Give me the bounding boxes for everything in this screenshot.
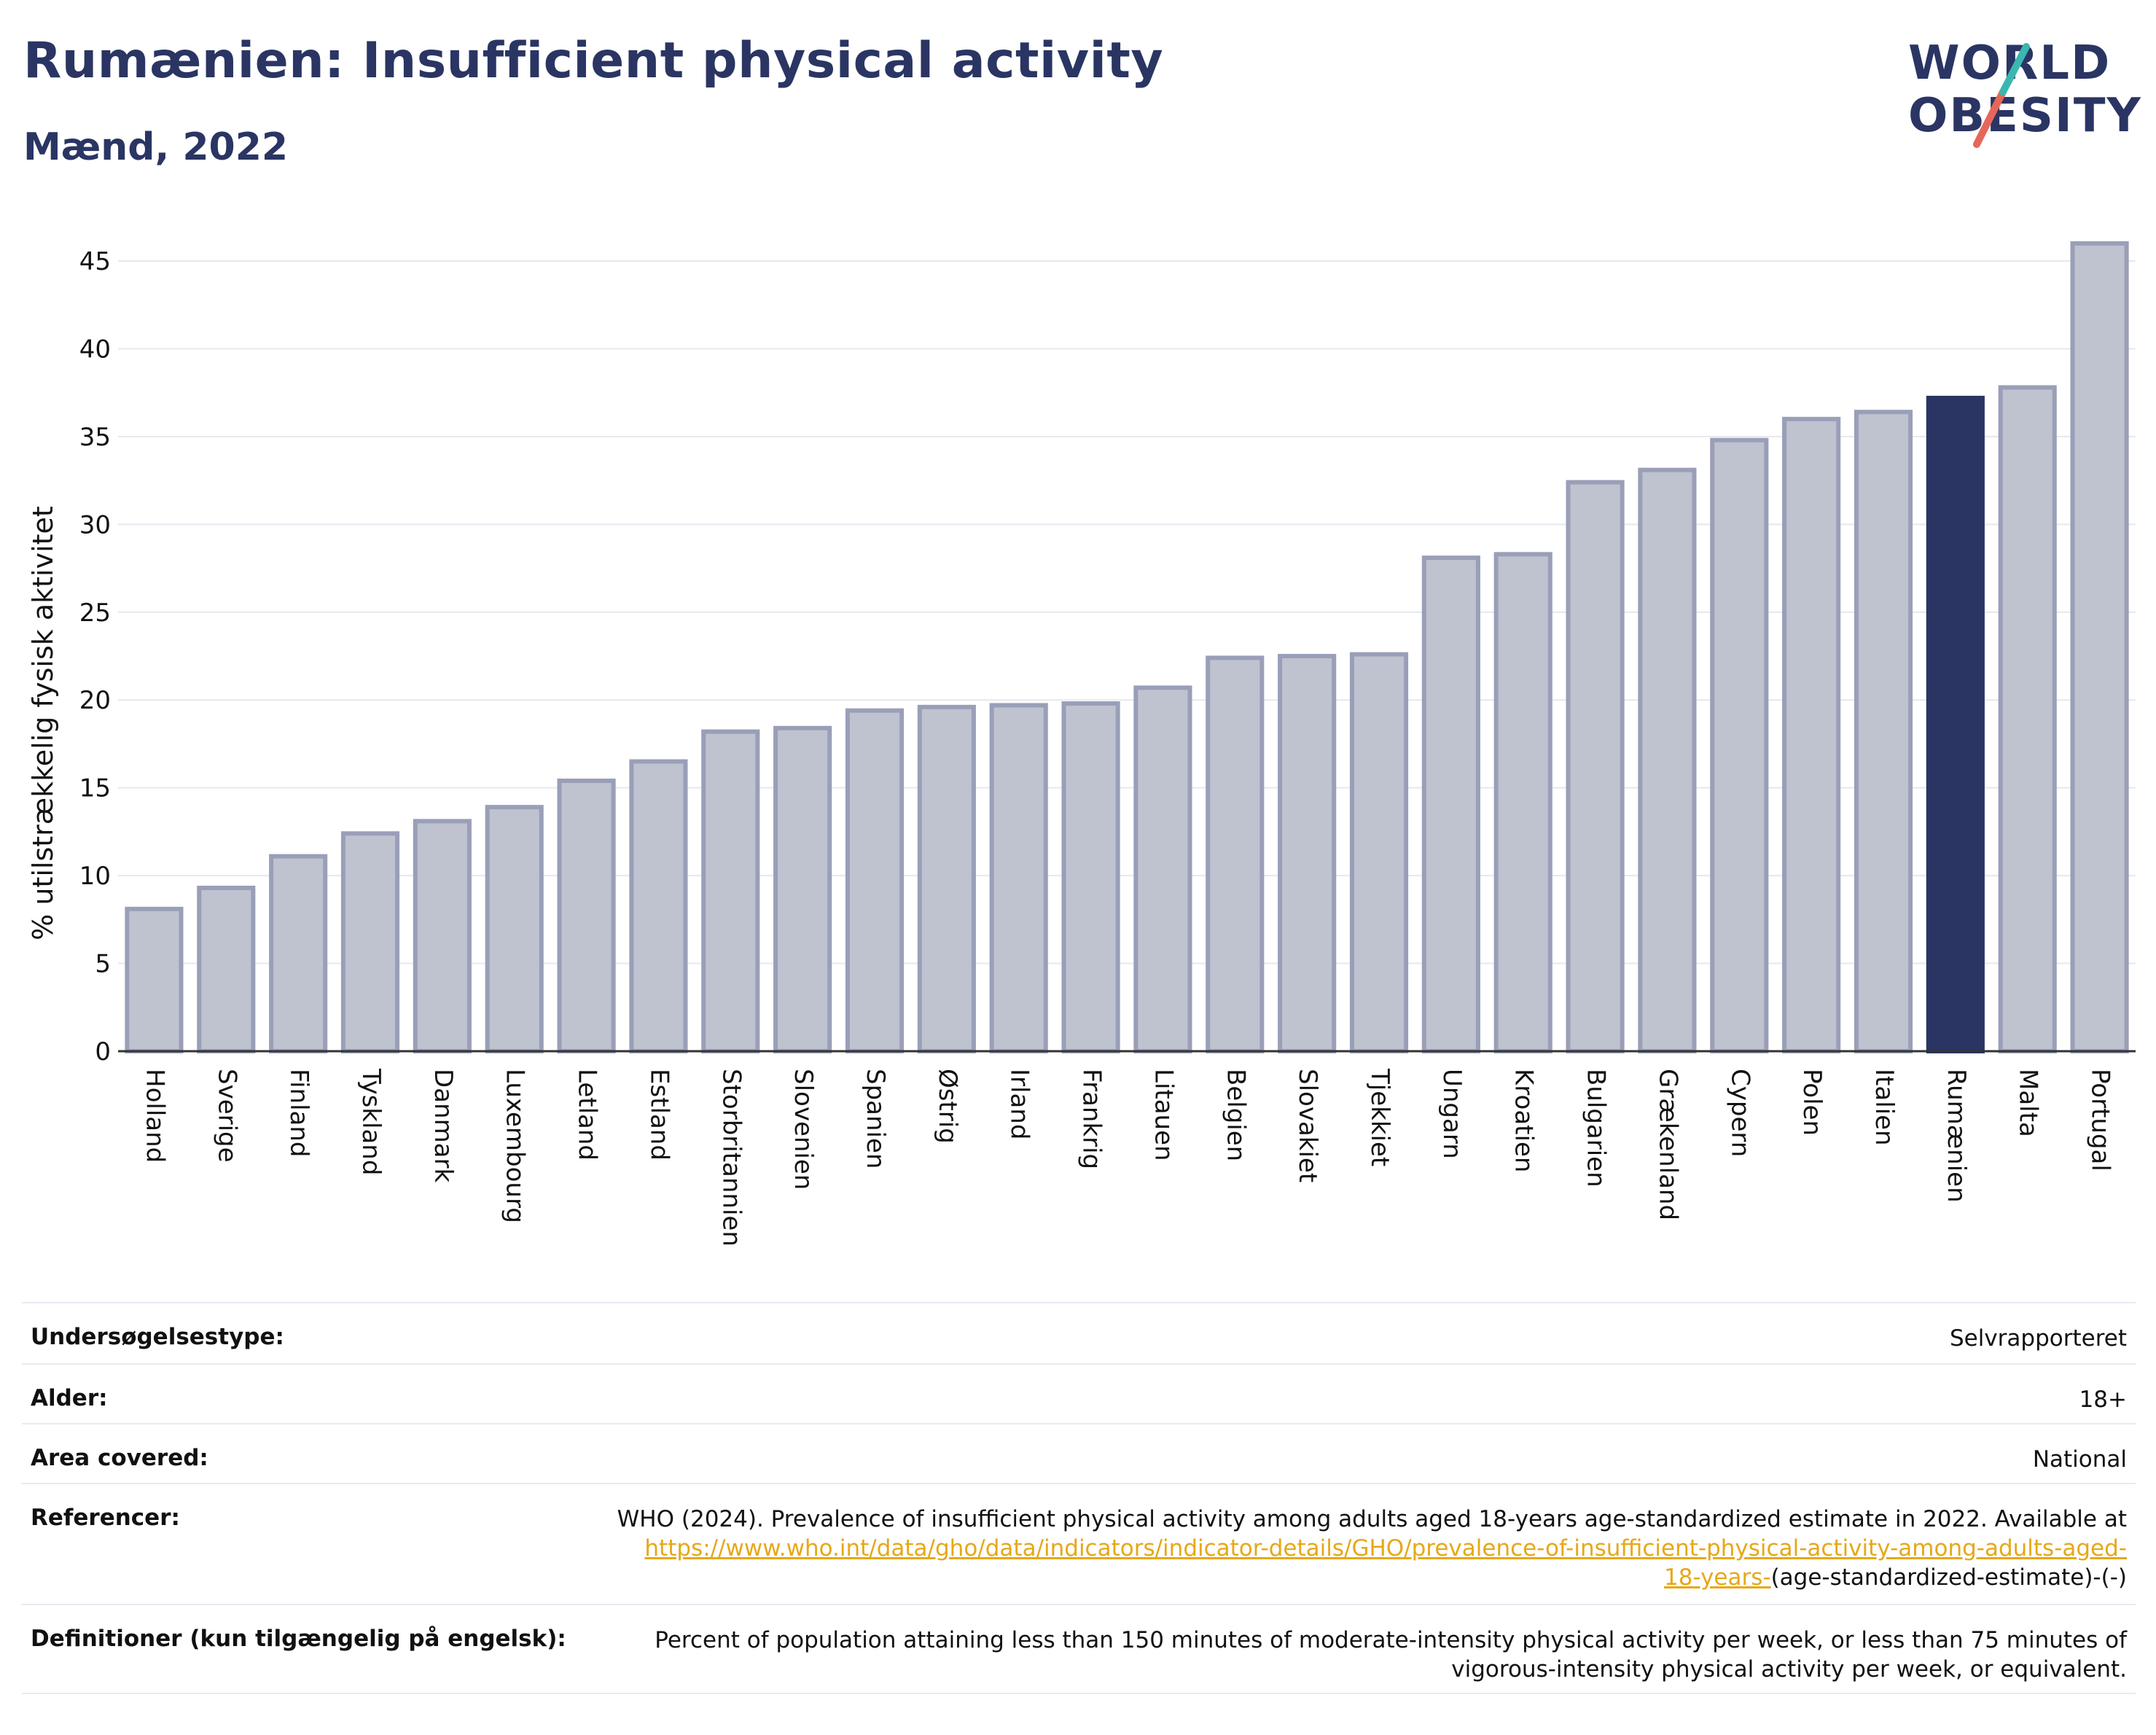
x-tick-label: Frankrig	[1077, 1069, 1106, 1169]
x-tick-label: Østrig	[933, 1069, 962, 1144]
bar-highlighted	[1926, 395, 1985, 1054]
bar	[989, 703, 1048, 1054]
x-tick-label: Letland	[573, 1069, 602, 1161]
bar	[845, 708, 905, 1053]
definitions-value: Percent of population attaining less tha…	[655, 1626, 2127, 1684]
bar	[701, 729, 760, 1053]
y-tick-label: 30	[79, 510, 111, 539]
world-obesity-logo: WORLD OBESITY	[1895, 22, 2143, 153]
bar	[1061, 701, 1120, 1053]
y-tick-label: 15	[79, 774, 111, 803]
meta-row-age: Alder: 18+	[22, 1363, 2136, 1423]
definitions-line-1: Percent of population attaining less tha…	[655, 1627, 2127, 1653]
meta-row-definitions: Definitioner (kun tilgængelig på engelsk…	[22, 1604, 2136, 1694]
meta-label: Alder:	[31, 1385, 108, 1411]
x-tick-label: Luxembourg	[501, 1069, 530, 1223]
axes: 0 5 10 15 20 25 30 35 40 45 Holland Sverige Finland T…	[79, 247, 2136, 1247]
metadata-table: Undersøgelsestype: Selvrapporteret Alder…	[22, 1302, 2136, 1694]
x-tick-label: Spanien	[861, 1069, 890, 1169]
bar	[485, 805, 544, 1053]
bar	[1710, 437, 1769, 1053]
bar	[557, 779, 616, 1054]
references-suffix: (age-standardized-estimate)-(-)	[1770, 1564, 2127, 1591]
x-tick-label: Ungarn	[1437, 1069, 1466, 1159]
x-tick-label: Kroatien	[1509, 1069, 1539, 1172]
meta-value: National	[2032, 1446, 2127, 1473]
references-text: WHO (2024). Prevalence of insufficient p…	[617, 1506, 2127, 1532]
bar	[340, 831, 400, 1053]
x-tick-label: Holland	[140, 1069, 169, 1163]
bar	[1998, 385, 2057, 1053]
bar	[1638, 467, 1697, 1053]
bar	[269, 854, 328, 1053]
x-tick-label: Slovakiet	[1293, 1069, 1322, 1182]
meta-label: Definitioner (kun tilgængelig på engelsk…	[31, 1626, 566, 1652]
references-link[interactable]: https://www.who.int/data/gho/data/indica…	[644, 1535, 2127, 1562]
bar	[125, 906, 184, 1053]
x-tick-label: Polen	[1797, 1069, 1827, 1136]
bar	[1782, 416, 1841, 1053]
bar	[1133, 685, 1192, 1053]
bar	[1278, 654, 1337, 1053]
bar	[917, 704, 976, 1053]
bar	[773, 725, 832, 1054]
x-tick-label: Storbritannien	[716, 1069, 746, 1247]
x-tick-label: Portugal	[2086, 1069, 2115, 1171]
meta-label: Referencer:	[31, 1505, 180, 1531]
page-title: Rumænien: Insufficient physical activity	[23, 32, 1164, 90]
bars	[125, 241, 2129, 1054]
definitions-line-2: vigorous-intensity physical activity per…	[1451, 1656, 2127, 1683]
x-tick-label: Malta	[2014, 1069, 2043, 1137]
page-subtitle: Mænd, 2022	[23, 125, 289, 169]
x-tick-label: Bulgarien	[1582, 1069, 1611, 1188]
bar	[1493, 552, 1552, 1054]
x-tick-label: Irland	[1005, 1069, 1034, 1139]
logo-line-2: OBESITY	[1908, 89, 2142, 143]
bar	[1854, 410, 1913, 1054]
bar-chart: 0 5 10 15 20 25 30 35 40 45 Holland Sverige Finland T…	[27, 241, 2136, 1247]
x-tick-label: Sverige	[212, 1069, 241, 1163]
y-tick-label: 5	[95, 950, 111, 979]
x-tick-label: Danmark	[429, 1069, 458, 1182]
y-axis-label: % utilstrækkelig fysisk aktivitet	[27, 506, 59, 940]
x-tick-label: Rumænien	[1942, 1069, 1971, 1203]
bar	[197, 885, 256, 1053]
y-tick-label: 0	[95, 1037, 111, 1067]
references-link-continued[interactable]: 18-years-	[1663, 1564, 1771, 1591]
meta-value: Selvrapporteret	[1949, 1325, 2127, 1352]
meta-row-survey-type: Undersøgelsestype: Selvrapporteret	[22, 1302, 2136, 1363]
logo-slash-icon	[1973, 43, 2030, 148]
bar	[1421, 555, 1480, 1053]
y-tick-label: 35	[79, 423, 111, 452]
y-tick-label: 45	[79, 247, 111, 276]
x-tick-label: Finland	[284, 1069, 313, 1158]
meta-row-references: Referencer: WHO (2024). Prevalence of in…	[22, 1483, 2136, 1604]
x-tick-label: Litauen	[1149, 1069, 1178, 1161]
meta-value: 18+	[2079, 1387, 2127, 1413]
x-tick-label: Italien	[1870, 1069, 1899, 1146]
bar	[2070, 241, 2129, 1053]
meta-row-area-covered: Area covered: National	[22, 1423, 2136, 1483]
x-tick-label: Belgien	[1221, 1069, 1250, 1161]
x-tick-label: Grækenland	[1653, 1069, 1682, 1220]
x-tick-label: Tyskland	[356, 1068, 386, 1175]
bar	[629, 759, 688, 1053]
bar	[413, 819, 472, 1053]
references-value: WHO (2024). Prevalence of insufficient p…	[617, 1505, 2127, 1592]
bar	[1206, 655, 1265, 1053]
x-tick-label: Estland	[644, 1069, 673, 1161]
bar	[1566, 480, 1625, 1053]
meta-label: Undersøgelsestype:	[31, 1324, 284, 1350]
meta-label: Area covered:	[31, 1445, 208, 1471]
y-tick-label: 10	[79, 862, 111, 891]
x-tick-label: Tjekkiet	[1365, 1068, 1394, 1166]
y-tick-label: 25	[79, 599, 111, 628]
y-tick-label: 40	[79, 335, 111, 364]
y-tick-label: 20	[79, 686, 111, 715]
bar	[1349, 652, 1409, 1053]
x-tick-label: Slovenien	[789, 1069, 818, 1190]
x-tick-label: Cypern	[1725, 1069, 1754, 1157]
